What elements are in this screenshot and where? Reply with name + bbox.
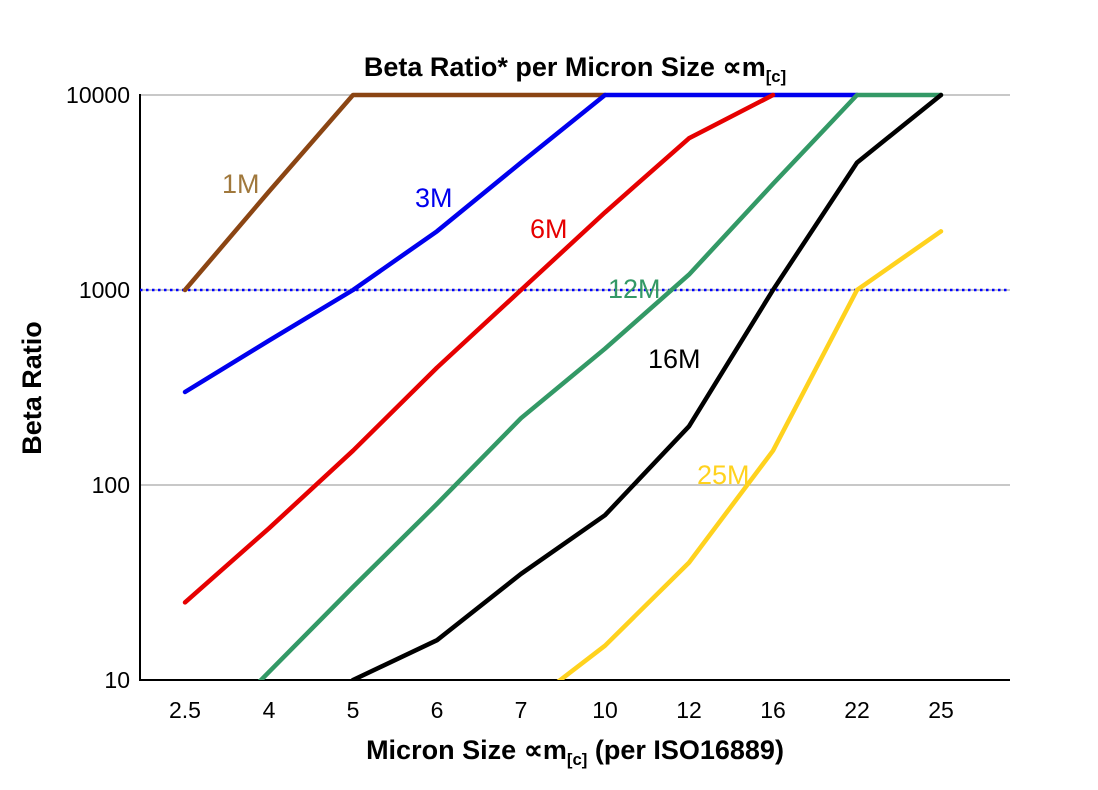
x-tick-label-5: 5 <box>347 697 360 723</box>
series-line-1M <box>182 92 608 293</box>
series-line-25M <box>556 229 944 680</box>
y-tick-label-10000: 10000 <box>66 82 130 108</box>
series-label-1M: 1M <box>222 169 260 199</box>
series-label-6M: 6M <box>530 214 568 244</box>
y-tick-label-10: 10 <box>104 667 130 693</box>
y-tick-label-1000: 1000 <box>79 277 130 303</box>
series-line-6M <box>182 92 776 605</box>
x-tick-label-16: 16 <box>760 697 786 723</box>
x-axis-title-subscript: [c] <box>566 749 588 769</box>
x-tick-label-22: 22 <box>844 697 870 723</box>
series-label-25M: 25M <box>697 460 750 490</box>
y-axis-title-text: Beta Ratio <box>17 321 47 455</box>
x-tick-label-10: 10 <box>592 697 618 723</box>
y-axis-title: Beta Ratio <box>10 238 54 538</box>
x-tick-label-12: 12 <box>676 697 702 723</box>
x-axis-title: Micron Size ∝m[c] (per ISO16889) <box>140 735 1010 769</box>
chart-title-subscript: [c] <box>765 66 787 86</box>
series-label-3M: 3M <box>415 183 453 213</box>
series-line-3M <box>182 92 860 395</box>
x-axis-title-text: Micron Size ∝m <box>366 735 567 765</box>
series-line-16M <box>349 92 944 680</box>
x-tick-label-2.5: 2.5 <box>169 697 201 723</box>
chart-title: Beta Ratio* per Micron Size ∝m[c] <box>140 52 1010 86</box>
x-tick-label-25: 25 <box>928 697 954 723</box>
x-tick-label-6: 6 <box>431 697 444 723</box>
chart-title-text: Beta Ratio* per Micron Size ∝m <box>363 52 766 82</box>
series-label-16M: 16M <box>648 344 701 374</box>
series-line-12M <box>257 92 944 680</box>
y-tick-label-100: 100 <box>92 472 130 498</box>
x-tick-label-4: 4 <box>263 697 276 723</box>
x-axis-title-suffix: (per ISO16889) <box>587 735 784 765</box>
series-label-12M: 12M <box>608 274 661 304</box>
x-tick-label-7: 7 <box>515 697 528 723</box>
